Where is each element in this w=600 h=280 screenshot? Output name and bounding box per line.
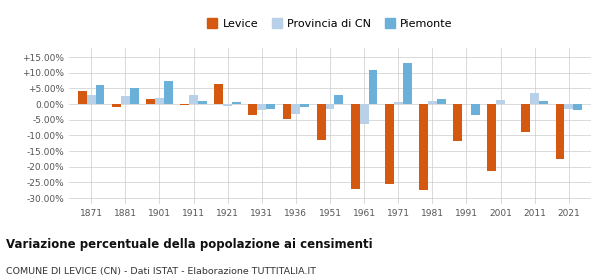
Bar	[248, 104, 257, 115]
Bar	[539, 101, 548, 104]
Bar	[214, 84, 223, 104]
Bar	[471, 104, 480, 115]
Bar	[556, 104, 565, 159]
Bar	[437, 99, 446, 104]
Text: Variazione percentuale della popolazione ai censimenti: Variazione percentuale della popolazione…	[6, 238, 373, 251]
Bar	[266, 104, 275, 109]
Text: COMUNE DI LEVICE (CN) - Dati ISTAT - Elaborazione TUTTITALIA.IT: COMUNE DI LEVICE (CN) - Dati ISTAT - Ela…	[6, 267, 316, 276]
Bar	[359, 104, 368, 124]
Bar	[565, 104, 573, 109]
Bar	[292, 104, 301, 114]
Bar	[326, 104, 334, 109]
Bar	[198, 101, 207, 104]
Bar	[368, 69, 377, 104]
Bar	[164, 81, 173, 104]
Bar	[87, 95, 95, 104]
Bar	[223, 104, 232, 106]
Bar	[130, 88, 139, 104]
Bar	[121, 96, 130, 104]
Bar	[385, 104, 394, 184]
Bar	[453, 104, 462, 141]
Bar	[573, 104, 582, 110]
Bar	[521, 104, 530, 132]
Bar	[496, 100, 505, 104]
Bar	[334, 95, 343, 104]
Bar	[146, 99, 155, 104]
Bar	[403, 63, 412, 104]
Bar	[95, 85, 104, 104]
Bar	[419, 104, 428, 190]
Bar	[394, 102, 403, 104]
Bar	[351, 104, 359, 189]
Bar	[317, 104, 326, 140]
Bar	[78, 91, 87, 104]
Bar	[189, 95, 198, 104]
Bar	[301, 104, 309, 107]
Bar	[180, 104, 189, 105]
Bar	[487, 104, 496, 171]
Bar	[428, 101, 437, 104]
Legend: Levice, Provincia di CN, Piemonte: Levice, Provincia di CN, Piemonte	[203, 14, 457, 33]
Bar	[232, 102, 241, 104]
Bar	[283, 104, 292, 119]
Bar	[530, 93, 539, 104]
Bar	[257, 104, 266, 110]
Bar	[112, 104, 121, 107]
Bar	[155, 98, 164, 104]
